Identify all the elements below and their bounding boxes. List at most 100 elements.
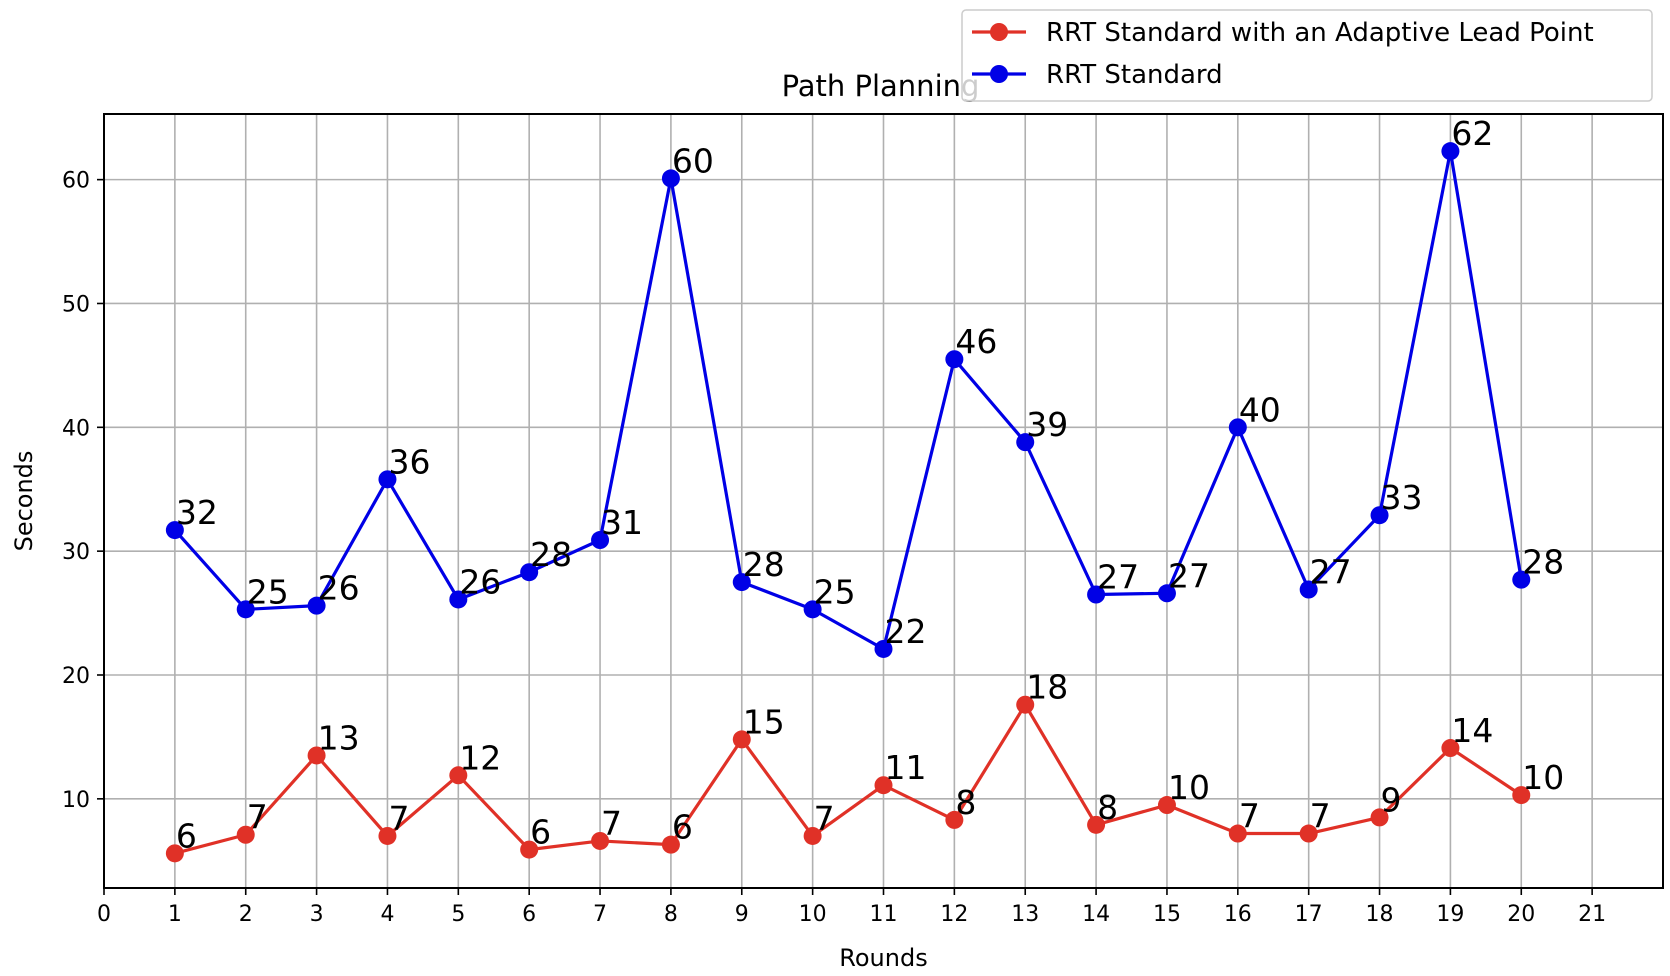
- data-label: 25: [814, 572, 856, 611]
- series-1-point: [591, 531, 610, 550]
- series-1-point: [1299, 580, 1318, 599]
- series-0-point: [1087, 815, 1106, 834]
- data-label: 60: [672, 141, 714, 180]
- series-1-point: [449, 590, 468, 609]
- data-label: 26: [459, 562, 501, 601]
- data-label: 28: [743, 545, 785, 584]
- data-label: 6: [672, 808, 693, 847]
- data-label: 27: [1310, 553, 1352, 592]
- x-tick-label: 19: [1436, 902, 1464, 927]
- data-label-layer: 6 7 13 7 12 6 7 6 15 7 11 8 18 8 10 7 7 9 14 10 32 25 26 36 26 28…: [176, 114, 1564, 855]
- data-label: 13: [318, 718, 360, 757]
- series-1-point: [1016, 433, 1035, 452]
- series-0-point: [661, 835, 680, 854]
- data-label: 36: [388, 442, 430, 481]
- series-0-point: [732, 730, 751, 749]
- x-axis-title: Rounds: [839, 944, 927, 972]
- data-label: 40: [1239, 390, 1281, 429]
- legend-box: [961, 9, 1653, 102]
- series-1-point: [520, 563, 539, 582]
- x-tick-label: 3: [310, 902, 324, 927]
- series-1-point: [874, 639, 893, 658]
- series-1-point: [378, 470, 397, 489]
- series-1-point: [236, 600, 255, 619]
- series-0-point: [378, 826, 397, 845]
- x-tick-label: 15: [1153, 902, 1181, 927]
- x-tick-label: 6: [522, 902, 536, 927]
- series-1-point: [945, 350, 964, 369]
- series-0-point: [165, 844, 184, 863]
- x-tick-label: 18: [1366, 902, 1394, 927]
- data-label: 18: [1026, 668, 1068, 707]
- grid-layer: [103, 114, 1663, 888]
- data-label: 7: [1239, 797, 1260, 836]
- legend-marker-1: [990, 65, 1008, 83]
- data-label: 11: [885, 748, 927, 787]
- series-1-point: [165, 521, 184, 540]
- data-label: 22: [885, 612, 927, 651]
- series-0-point: [1299, 824, 1318, 843]
- series-1-point: [803, 600, 822, 619]
- series-1-point: [661, 169, 680, 188]
- series-1-point: [732, 573, 751, 592]
- x-tick-label: 5: [451, 902, 465, 927]
- series-1-point: [1370, 506, 1389, 525]
- x-tick-label: 10: [799, 902, 827, 927]
- data-label: 39: [1026, 405, 1068, 444]
- chart-title: Path Planning: [782, 69, 980, 103]
- series-0-point: [874, 776, 893, 795]
- data-label: 28: [530, 535, 572, 574]
- series-1-point: [1157, 584, 1176, 603]
- x-tick-label: 11: [870, 902, 898, 927]
- data-label: 6: [176, 816, 197, 855]
- series-0-point: [1441, 739, 1460, 758]
- x-tick-label: 1: [168, 902, 182, 927]
- legend-marker-0: [990, 23, 1008, 41]
- data-label: 7: [814, 799, 835, 838]
- legend-label-1: RRT Standard: [1046, 60, 1223, 90]
- series-0-point: [307, 746, 326, 765]
- y-tick-label: 40: [62, 416, 90, 441]
- series-line-0: [174, 703, 1523, 855]
- data-label: 27: [1097, 557, 1139, 596]
- y-tick-label: 10: [62, 788, 90, 813]
- data-label: 8: [1097, 788, 1118, 827]
- y-tick-label: 50: [62, 292, 90, 317]
- data-label: 31: [601, 503, 643, 542]
- x-tick-label: 0: [97, 902, 111, 927]
- series-1-point: [1087, 585, 1106, 604]
- series-1-point: [1441, 142, 1460, 161]
- data-label: 6: [530, 813, 551, 852]
- y-axis-title: Seconds: [10, 451, 38, 552]
- y-tick-label: 60: [62, 169, 90, 194]
- series-0-point: [803, 826, 822, 845]
- data-label: 12: [459, 738, 501, 777]
- series-0-point: [591, 831, 610, 850]
- series-1-point: [1228, 418, 1247, 437]
- series-0-point: [449, 766, 468, 785]
- data-label: 10: [1522, 758, 1564, 797]
- tick-layer: 0 1 2 3 4 5 6 7 8 9 10 11 12 13 14 15 16 17 18 19 20 21102030…: [62, 169, 1606, 927]
- data-label: 7: [1310, 797, 1331, 836]
- data-label: 33: [1381, 478, 1423, 517]
- x-tick-label: 17: [1295, 902, 1323, 927]
- data-label: 62: [1451, 114, 1493, 153]
- series-0-point: [1016, 695, 1035, 714]
- x-tick-label: 21: [1578, 902, 1606, 927]
- series-0-point: [1157, 796, 1176, 815]
- series-0-point: [1512, 786, 1531, 805]
- y-tick-label: 30: [62, 540, 90, 565]
- x-tick-label: 8: [664, 902, 678, 927]
- x-tick-label: 12: [940, 902, 968, 927]
- data-label: 46: [955, 322, 997, 361]
- x-tick-label: 14: [1082, 902, 1110, 927]
- data-label: 7: [601, 804, 622, 843]
- data-label: 15: [743, 702, 785, 741]
- series-0-point: [945, 810, 964, 829]
- series-0-point: [236, 825, 255, 844]
- y-tick-label: 20: [62, 664, 90, 689]
- x-tick-label: 13: [1011, 902, 1039, 927]
- data-label: 25: [247, 572, 289, 611]
- x-tick-label: 4: [380, 902, 394, 927]
